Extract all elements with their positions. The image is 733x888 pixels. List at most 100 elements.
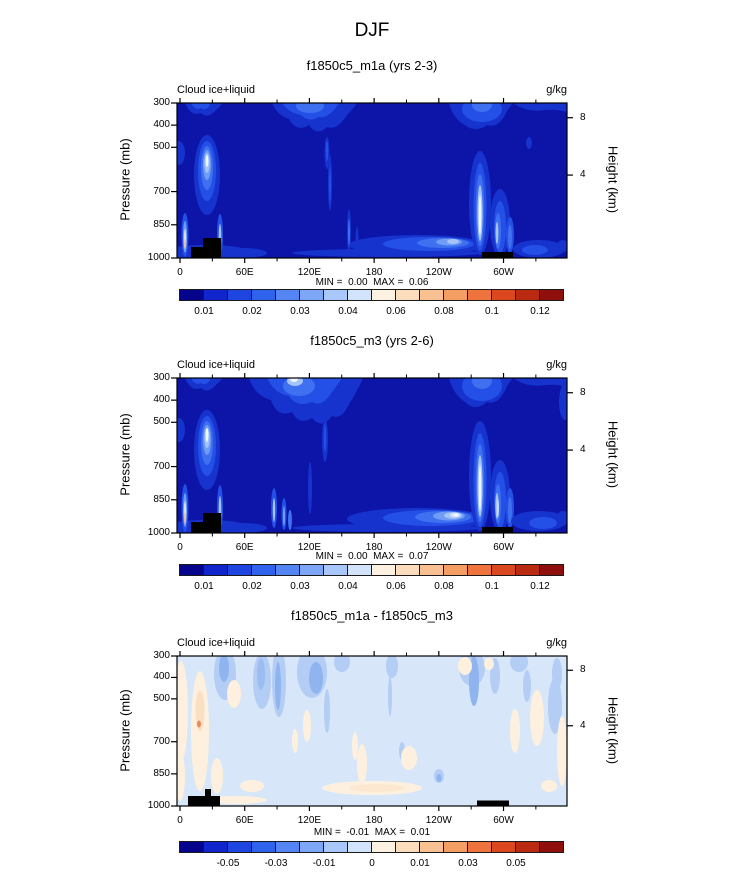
panel2-minmax: MIN = 0.00 MAX = 0.07 bbox=[315, 551, 429, 562]
colorbar-segment bbox=[419, 564, 444, 576]
colorbar-segment bbox=[323, 841, 348, 853]
colorbar-segment bbox=[539, 289, 564, 301]
plot-frame bbox=[176, 102, 568, 259]
colorbar-segment bbox=[275, 289, 300, 301]
colorbar-segment bbox=[443, 841, 468, 853]
colorbar-segment bbox=[251, 841, 276, 853]
colorbar-segment bbox=[371, 289, 396, 301]
colorbar-segment bbox=[515, 841, 540, 853]
colorbar-label: 0 bbox=[369, 858, 375, 869]
panel2-units-label: g/kg bbox=[546, 359, 567, 371]
x-tick-label: 60E bbox=[235, 542, 254, 553]
colorbar-segment bbox=[179, 289, 204, 301]
panel2-field-label: Cloud ice+liquid bbox=[177, 359, 255, 371]
colorbar-segment bbox=[227, 289, 252, 301]
colorbar-segment bbox=[299, 841, 324, 853]
contour-plot-panel1 bbox=[171, 98, 573, 263]
pressure-tick-label: 300 bbox=[153, 372, 170, 383]
colorbar-label: 0.06 bbox=[386, 306, 406, 317]
colorbar-segment bbox=[515, 289, 540, 301]
colorbar-label: 0.12 bbox=[530, 306, 550, 317]
x-tick-label: 60W bbox=[493, 815, 514, 826]
colorbar-segment bbox=[395, 841, 420, 853]
pressure-tick-label: 400 bbox=[153, 119, 170, 131]
pressure-tick-label: 850 bbox=[153, 218, 170, 230]
panel3-subtitle: f1850c5_m1a - f1850c5_m3 bbox=[291, 608, 453, 623]
x-tick-label: 120W bbox=[425, 815, 452, 826]
colorbar-label: 0.06 bbox=[386, 581, 406, 592]
panel2-height-axis-title: Height (km) bbox=[605, 420, 621, 489]
colorbar-segment bbox=[227, 564, 252, 576]
x-tick-label: 60W bbox=[493, 267, 514, 278]
colorbar-segment bbox=[467, 841, 492, 853]
panel1-field-label: Cloud ice+liquid bbox=[177, 84, 255, 96]
height-tick-label: 4 bbox=[580, 169, 586, 181]
colorbar-segment bbox=[179, 841, 204, 853]
height-tick-label: 8 bbox=[580, 664, 586, 676]
colorbar-segment bbox=[539, 564, 564, 576]
colorbar-label: 0.01 bbox=[194, 306, 214, 317]
panel1-units-label: g/kg bbox=[546, 84, 567, 96]
colorbar-segment bbox=[515, 564, 540, 576]
x-tick-label: 0 bbox=[177, 267, 183, 278]
colorbar-label: 0.04 bbox=[338, 306, 358, 317]
colorbar-segment bbox=[491, 289, 516, 301]
colorbar-segment bbox=[323, 289, 348, 301]
x-tick-label: 0 bbox=[177, 542, 183, 553]
colorbar-segment bbox=[251, 564, 276, 576]
colorbar-label: 0.12 bbox=[530, 581, 550, 592]
colorbar-segment bbox=[251, 289, 276, 301]
pressure-tick-label: 700 bbox=[153, 185, 170, 197]
pressure-tick-label: 850 bbox=[153, 493, 170, 505]
colorbar-segment bbox=[227, 841, 252, 853]
pressure-tick-label: 500 bbox=[153, 416, 170, 428]
colorbar-segment bbox=[323, 564, 348, 576]
colorbar-label: 0.1 bbox=[485, 581, 499, 592]
contour-plot-panel2 bbox=[171, 373, 573, 538]
page-title: DJF bbox=[354, 20, 390, 41]
colorbar-segment bbox=[299, 289, 324, 301]
colorbar-label: 0.08 bbox=[434, 306, 454, 317]
colorbar-label: 0.03 bbox=[458, 858, 478, 869]
colorbar-segment bbox=[275, 841, 300, 853]
colorbar-label: -0.03 bbox=[264, 858, 288, 869]
colorbar-segment bbox=[347, 564, 372, 576]
pressure-tick-label: 1000 bbox=[147, 800, 170, 811]
x-tick-label: 120E bbox=[297, 815, 322, 826]
colorbar-segment bbox=[371, 841, 396, 853]
colorbar-segment bbox=[371, 564, 396, 576]
colorbar-segment bbox=[491, 841, 516, 853]
pressure-tick-label: 700 bbox=[153, 735, 170, 747]
colorbar-label: 0.03 bbox=[290, 306, 310, 317]
colorbar-segment bbox=[275, 564, 300, 576]
plot-frame bbox=[176, 655, 568, 807]
pressure-tick-label: 850 bbox=[153, 767, 170, 779]
colorbar-segment bbox=[203, 289, 228, 301]
panel3-height-axis-title: Height (km) bbox=[605, 696, 621, 765]
colorbar-label: -0.05 bbox=[216, 858, 240, 869]
height-tick-label: 8 bbox=[580, 111, 586, 123]
pressure-tick-label: 500 bbox=[153, 692, 170, 704]
panel1-minmax: MIN = 0.00 MAX = 0.06 bbox=[315, 277, 429, 288]
colorbar-label: 0.03 bbox=[290, 581, 310, 592]
colorbar bbox=[179, 289, 564, 301]
colorbar-segment bbox=[203, 841, 228, 853]
height-tick-label: 4 bbox=[580, 719, 586, 731]
panel3-units-label: g/kg bbox=[546, 637, 567, 649]
colorbar-segment bbox=[539, 841, 564, 853]
x-tick-label: 180 bbox=[365, 815, 383, 826]
colorbar-segment bbox=[443, 564, 468, 576]
pressure-tick-label: 300 bbox=[153, 650, 170, 661]
x-tick-label: 120E bbox=[297, 267, 322, 278]
panel1-height-axis-title: Height (km) bbox=[605, 145, 621, 214]
colorbar-segment bbox=[395, 564, 420, 576]
colorbar-segment bbox=[419, 841, 444, 853]
colorbar-segment bbox=[419, 289, 444, 301]
colorbar-label: 0.02 bbox=[242, 581, 262, 592]
x-tick-label: 60E bbox=[235, 815, 254, 826]
colorbar-segment bbox=[179, 564, 204, 576]
colorbar-segment bbox=[395, 289, 420, 301]
colorbar-segment bbox=[443, 289, 468, 301]
pressure-tick-label: 400 bbox=[153, 671, 170, 683]
